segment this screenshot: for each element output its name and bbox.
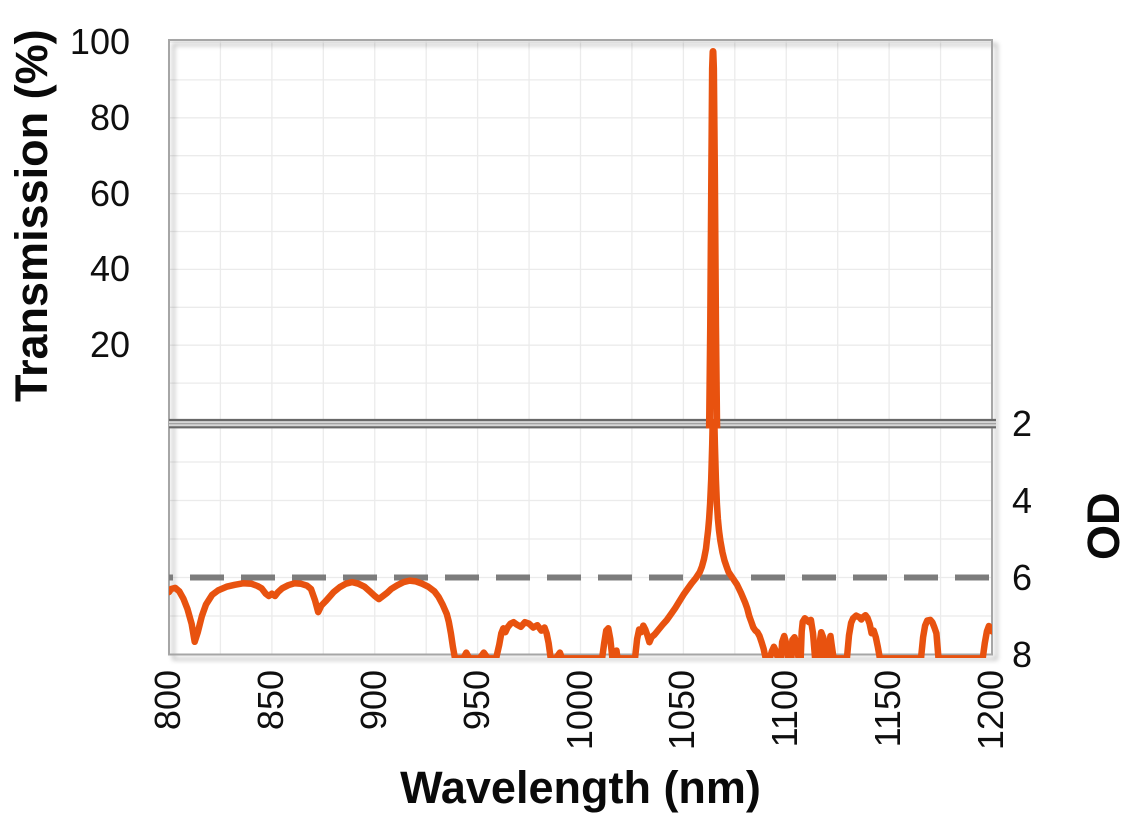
x-axis-title: Wavelength (nm)	[400, 762, 761, 813]
y-tick-transmission-100: 100	[69, 21, 130, 62]
x-tick-1100: 1100	[764, 670, 806, 748]
x-tick-1050: 1050	[661, 670, 703, 751]
y-axis-title-od: OD	[1078, 492, 1129, 561]
y-tick-transmission-40: 40	[89, 248, 130, 290]
y-tick-od-2: 2	[1012, 402, 1033, 444]
blocking-od-curve	[169, 419, 992, 658]
y-tick-od-4: 4	[1012, 479, 1033, 521]
y-axis-title-transmission: Transmission (%)	[6, 29, 57, 402]
x-tick-1000: 1000	[558, 670, 600, 751]
y-tick-transmission-20: 20	[89, 324, 130, 366]
x-tick-900: 900	[352, 670, 394, 731]
axis-break-band	[169, 418, 996, 429]
x-tick-1200: 1200	[970, 670, 1011, 751]
x-tick-850: 850	[249, 670, 291, 731]
x-tick-1150: 1150	[867, 670, 909, 748]
y-tick-transmission-60: 60	[89, 172, 130, 214]
gridlines	[169, 40, 992, 655]
y-tick-transmission-80: 80	[89, 96, 130, 138]
x-tick-950: 950	[455, 670, 497, 731]
y-tick-od-8: 8	[1012, 633, 1033, 675]
plot-frame	[168, 39, 993, 656]
transmission-peak-curve	[705, 48, 721, 429]
y-tick-od-6: 6	[1012, 556, 1033, 598]
x-tick-800: 800	[147, 670, 188, 731]
